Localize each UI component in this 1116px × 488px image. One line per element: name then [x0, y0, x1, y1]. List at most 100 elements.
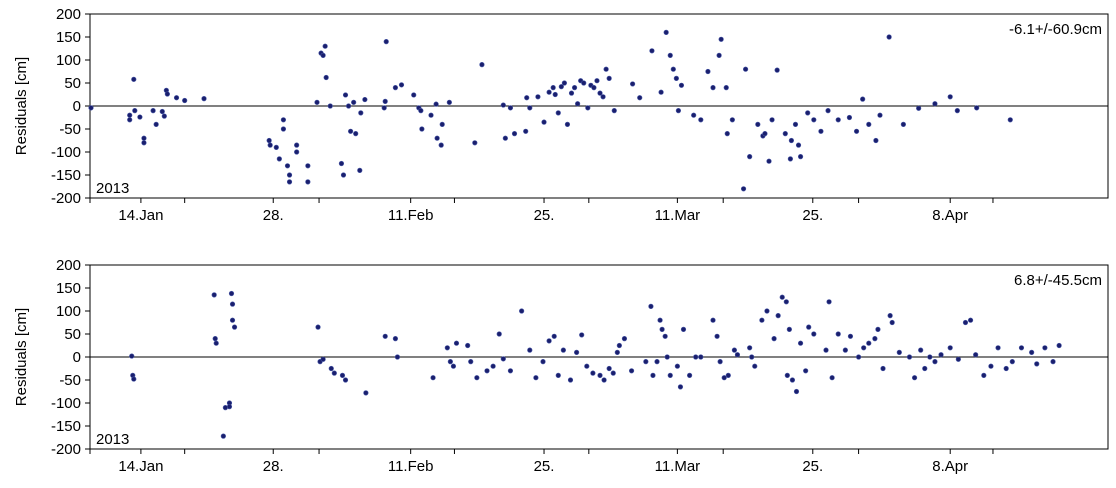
data-point	[877, 112, 883, 118]
y-tick-label: -50	[59, 121, 81, 138]
data-point	[835, 331, 841, 337]
data-point	[276, 156, 282, 162]
data-point	[873, 137, 879, 144]
year-label: 2013	[96, 180, 129, 197]
y-tick-label: -200	[51, 190, 81, 207]
data-point	[519, 308, 525, 314]
data-point	[131, 76, 137, 82]
data-point	[320, 356, 326, 362]
data-point	[664, 354, 670, 360]
data-point	[795, 142, 802, 148]
data-point	[351, 99, 357, 105]
data-point	[280, 126, 287, 132]
data-point	[927, 354, 933, 360]
data-point	[643, 359, 649, 365]
data-point	[558, 84, 564, 90]
x-tick-label: 25.	[802, 458, 823, 475]
data-point	[710, 317, 716, 323]
data-point	[511, 131, 518, 137]
data-point	[974, 105, 980, 111]
data-point	[687, 372, 693, 379]
data-point	[381, 105, 387, 111]
data-point	[637, 95, 643, 101]
data-point	[889, 319, 895, 326]
data-point	[541, 119, 547, 125]
data-point	[1003, 365, 1009, 372]
data-point	[826, 299, 832, 305]
data-point	[705, 68, 711, 75]
data-point	[742, 66, 749, 72]
data-point	[723, 84, 729, 91]
data-point	[611, 107, 617, 114]
data-point	[947, 94, 953, 100]
data-point	[348, 128, 354, 134]
data-point	[825, 107, 831, 114]
data-point	[229, 317, 236, 323]
data-point	[327, 103, 333, 109]
data-point	[789, 377, 796, 383]
data-point	[323, 74, 329, 81]
data-point	[797, 340, 804, 346]
data-point	[811, 331, 817, 337]
y-tick-label: 150	[56, 29, 81, 46]
data-point	[787, 156, 793, 162]
data-point	[411, 92, 417, 98]
data-point	[621, 336, 628, 342]
data-point	[159, 108, 165, 115]
data-point	[266, 137, 272, 144]
y-tick-label: 200	[56, 257, 81, 274]
data-point	[769, 117, 775, 123]
data-point	[468, 359, 474, 365]
data-point	[590, 370, 596, 376]
data-point	[788, 137, 795, 144]
data-point	[673, 75, 679, 81]
data-point	[860, 96, 866, 102]
data-point	[628, 368, 635, 374]
data-point	[747, 154, 753, 160]
data-point	[680, 326, 687, 333]
data-point	[342, 92, 349, 98]
data-point	[357, 167, 363, 173]
y-tick-label: 0	[73, 98, 81, 115]
data-point	[474, 375, 480, 381]
data-point	[229, 301, 236, 307]
data-point	[755, 121, 761, 127]
data-point	[164, 91, 170, 97]
data-point	[988, 363, 994, 369]
data-point	[472, 140, 478, 146]
data-point	[896, 349, 902, 356]
data-point	[591, 84, 597, 91]
data-point	[717, 359, 723, 365]
data-point	[766, 158, 772, 164]
y-tick-label: 200	[56, 6, 81, 23]
data-point	[947, 345, 953, 351]
data-point	[866, 340, 872, 346]
data-point	[322, 43, 328, 49]
data-point	[747, 345, 753, 351]
data-point	[527, 105, 533, 111]
data-point	[479, 61, 485, 68]
data-point	[724, 131, 730, 137]
data-point	[721, 375, 727, 381]
data-point	[654, 359, 660, 365]
y-tick-label: 100	[56, 52, 81, 69]
data-point	[211, 292, 217, 298]
data-point	[392, 84, 399, 91]
data-point	[716, 52, 722, 59]
x-tick-label: 28.	[263, 458, 284, 475]
data-point	[490, 363, 496, 369]
data-point	[418, 107, 424, 114]
data-point	[575, 101, 581, 107]
stat-label: -6.1+/-60.9cm	[1009, 21, 1102, 38]
y-tick-label: 150	[56, 280, 81, 297]
data-point	[650, 372, 656, 379]
data-point	[434, 135, 440, 141]
data-point	[150, 107, 156, 114]
data-point	[465, 342, 471, 349]
data-point	[886, 34, 892, 40]
data-point	[783, 299, 789, 305]
data-point	[226, 404, 233, 410]
data-point	[823, 347, 829, 353]
y-tick-label: 50	[64, 326, 81, 343]
